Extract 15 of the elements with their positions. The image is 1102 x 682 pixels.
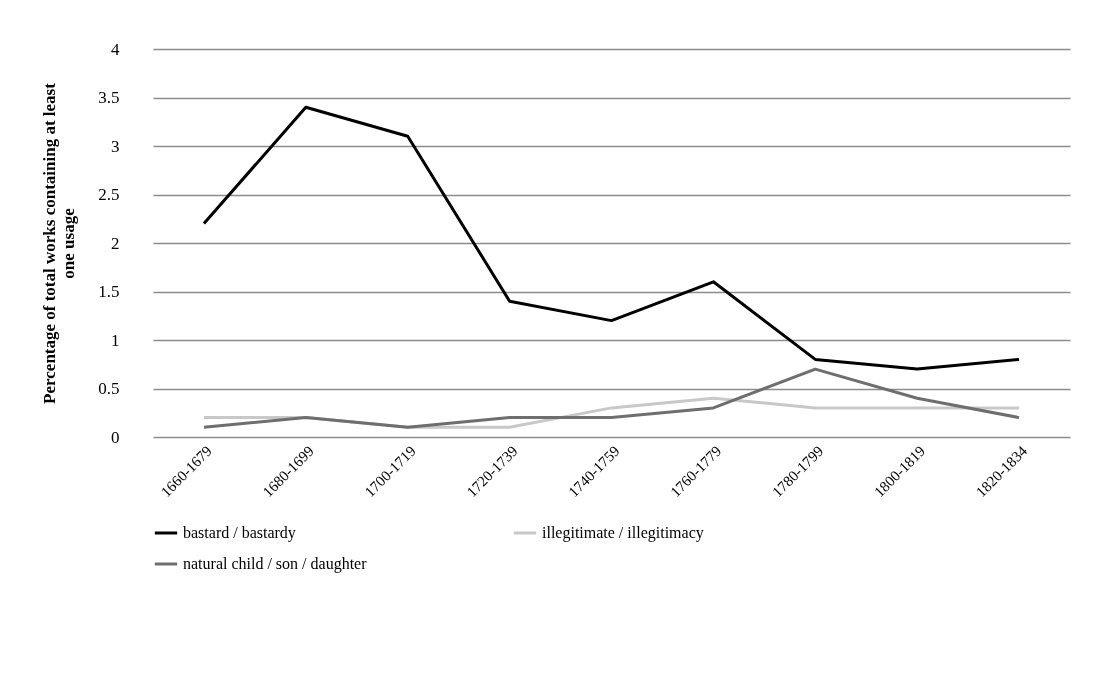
y-tick-label: 2	[111, 233, 120, 253]
line-series	[202, 367, 1021, 429]
y-axis-title: Percentage of total works containing at least one usage	[40, 82, 79, 404]
y-tick-label: 1	[111, 330, 120, 350]
y-tick-label: 0.5	[98, 379, 120, 398]
y-tick-label: 1.5	[98, 282, 120, 301]
legend-label: natural child / son / daughter	[183, 555, 368, 573]
y-tick-label: 3	[111, 136, 120, 156]
y-tick-label: 2.5	[98, 185, 120, 204]
legend-label: bastard / bastardy	[183, 524, 296, 542]
line-series	[202, 105, 1021, 371]
y-tick-label: 4	[111, 39, 120, 59]
y-tick-label: 0	[111, 427, 120, 447]
legend-label: illegitimate / illegitimacy	[542, 524, 704, 542]
y-tick-label: 3.5	[98, 88, 120, 107]
